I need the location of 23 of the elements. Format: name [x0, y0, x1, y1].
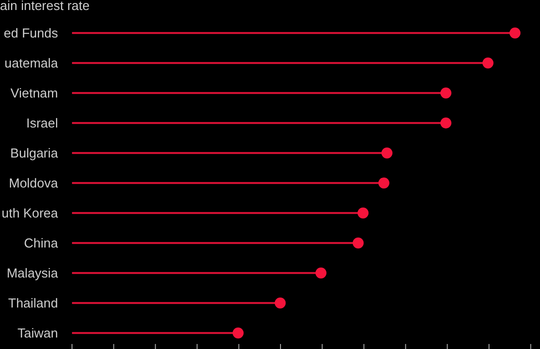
y-tick-label: uatemala	[4, 56, 59, 70]
y-tick-label: Thailand	[8, 296, 58, 310]
y-tick-label: Israel	[26, 116, 58, 130]
point	[358, 208, 369, 218]
point	[352, 238, 364, 248]
point	[381, 148, 392, 158]
point	[232, 328, 244, 338]
y-tick-label: Malaysia	[6, 266, 59, 280]
point	[510, 28, 520, 38]
point	[315, 268, 326, 278]
y-tick-label: Vietnam	[10, 86, 58, 100]
point	[440, 118, 452, 128]
y-tick-label: ed Funds	[4, 26, 58, 40]
y-tick-label: Bulgaria	[10, 146, 59, 160]
y-tick-label: Moldova	[8, 176, 59, 190]
chart-title: ain interest rate	[0, 0, 90, 13]
point	[274, 298, 286, 308]
y-tick-label: China	[24, 236, 59, 250]
point	[378, 178, 390, 188]
y-tick-label: Taiwan	[18, 326, 58, 340]
point	[482, 58, 494, 68]
y-tick-label: uth Korea	[2, 206, 59, 220]
point	[440, 88, 452, 98]
